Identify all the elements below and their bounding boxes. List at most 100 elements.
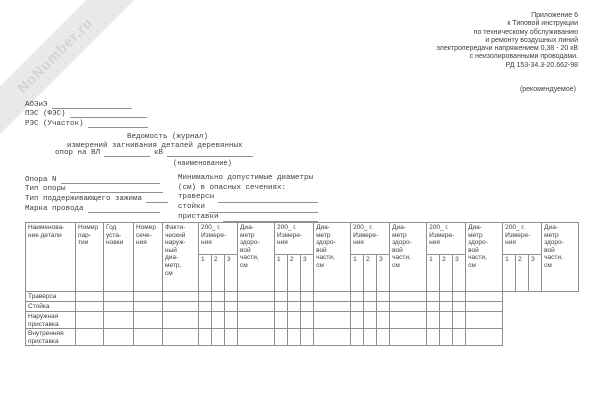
empty-data-cell <box>376 291 391 302</box>
measurement-subcol-5-1: 1 <box>502 254 517 292</box>
empty-data-cell <box>198 328 212 347</box>
org-field-row: ПЭС (ФЭС) <box>25 109 148 119</box>
doc-title-line2: измерений загнивания деталей деревянных <box>67 142 243 150</box>
empty-data-cell <box>211 328 225 347</box>
recommended-note: (рекомендуемое) <box>519 86 576 93</box>
empty-data-cell <box>313 291 352 302</box>
empty-data-cell <box>439 301 454 312</box>
healthy-diameter-header-1: Диа- метр здоро- вой части, см <box>237 222 276 292</box>
empty-data-cell <box>237 310 276 330</box>
empty-data-cell <box>75 301 104 312</box>
empty-data-cell <box>465 310 504 330</box>
empty-data-cell <box>452 328 467 347</box>
min-diameter-row: траверсы <box>178 193 318 204</box>
empty-data-cell <box>211 291 225 302</box>
empty-data-cell <box>274 291 289 302</box>
detail-name-cell: Наружная приставка <box>25 310 76 330</box>
empty-data-cell <box>75 310 104 330</box>
empty-data-cell <box>376 328 391 347</box>
healthy-diameter-header-2: Диа- метр здоро- вой части, см <box>313 222 352 292</box>
empty-data-cell <box>363 328 378 347</box>
measurement-subcol-4-3: 3 <box>452 254 467 292</box>
pole-field-row: Тип опоры <box>25 184 163 194</box>
empty-data-cell <box>162 291 199 302</box>
min-diameter-row: приставки <box>178 213 318 223</box>
measurement-subcol-3-3: 3 <box>376 254 391 292</box>
min-diameter-label: траверсы <box>178 193 215 202</box>
empty-data-cell <box>439 328 454 347</box>
empty-data-cell <box>274 310 289 330</box>
empty-data-cell <box>75 291 104 302</box>
empty-data-cell <box>426 310 441 330</box>
year-group-header-5: 200_ г. Измере- ния <box>502 222 543 255</box>
measurement-subcol-1-3: 3 <box>223 254 239 292</box>
year-group-header-4: 200_ г. Измере- ния <box>426 222 467 255</box>
empty-data-cell <box>211 310 225 330</box>
empty-data-cell <box>133 291 163 302</box>
org-field-fill-line <box>87 120 148 129</box>
empty-data-cell <box>465 291 504 302</box>
empty-data-cell <box>198 291 212 302</box>
empty-data-cell <box>313 310 352 330</box>
pole-field-fill-line <box>87 205 160 213</box>
measurement-subcol-2-3: 3 <box>300 254 315 292</box>
empty-data-cell <box>363 291 378 302</box>
healthy-diameter-header-5: Диа- метр здоро- вой части, см <box>541 222 580 292</box>
min-diameter-label: стойки <box>178 203 206 212</box>
measurement-subcol-1-2: 2 <box>211 254 225 292</box>
measurement-subcol-3-2: 2 <box>363 254 378 292</box>
empty-data-cell <box>389 328 428 347</box>
min-diameter-fill-line <box>218 195 318 204</box>
empty-data-cell <box>389 291 428 302</box>
empty-data-cell <box>237 301 276 312</box>
pole-field-row: Марка провода <box>25 203 160 213</box>
empty-data-cell <box>103 310 134 330</box>
empty-data-cell <box>389 301 428 312</box>
empty-data-cell <box>350 291 365 302</box>
table-head: Наименова- ние детали Номер пар- тии Год у… <box>25 222 580 292</box>
appendix-line-3: по техническому обслуживанию <box>473 28 578 36</box>
empty-data-cell <box>300 310 315 330</box>
min-diameter-row: стойки <box>178 203 318 213</box>
empty-data-cell <box>363 301 378 312</box>
empty-data-cell <box>300 291 315 302</box>
empty-data-cell <box>452 301 467 312</box>
empty-data-cell <box>426 328 441 347</box>
title-line3-prefix: опор на ВЛ <box>55 149 101 157</box>
empty-data-cell <box>426 301 441 312</box>
pole-field-fill-line <box>69 185 163 194</box>
empty-data-cell <box>350 328 365 347</box>
pole-field-fill-line <box>146 195 168 204</box>
empty-data-cell <box>287 310 302 330</box>
empty-data-cell <box>465 301 504 312</box>
watermark-text: NoNumber.ru <box>14 14 96 96</box>
pole-field-label: Марка провода <box>25 204 84 213</box>
voltage-fill-line <box>104 149 151 157</box>
min-diameters-block: Минимально допустимые диаметры (см) в оп… <box>178 174 318 223</box>
empty-data-cell <box>274 301 289 312</box>
empty-data-cell <box>162 328 199 347</box>
pole-field-label: Опора N <box>25 175 57 184</box>
empty-data-cell <box>465 328 504 347</box>
empty-data-cell <box>389 310 428 330</box>
table-row: Стойка <box>25 301 579 312</box>
empty-data-cell <box>198 301 212 312</box>
empty-data-cell <box>287 301 302 312</box>
org-field-fill-line <box>69 110 147 119</box>
empty-data-cell <box>313 301 352 312</box>
year-group-header-2: 200_ г. Измере- ния <box>274 222 315 255</box>
min-diameters-items: траверсы стойки приставки <box>178 193 318 223</box>
measurements-table: Наименова- ние детали Номер пар- тии Год у… <box>25 222 580 347</box>
empty-data-cell <box>300 301 315 312</box>
year-group-header-3: 200_ г. Измере- ния <box>350 222 391 255</box>
pole-field-row: Опора N <box>25 174 160 184</box>
empty-data-cell <box>350 301 365 312</box>
measurement-subcol-5-2: 2 <box>515 254 530 292</box>
org-field-label: АОЭиЭ <box>25 100 48 109</box>
title-caption: (наименование) <box>173 160 232 168</box>
year-group-header-1: 200_ г. Измере- ния <box>197 222 239 255</box>
doc-title-line1: Ведомость (журнал) <box>127 133 209 141</box>
empty-data-cell <box>223 301 239 312</box>
pole-field-label: Тип опоры <box>25 185 66 194</box>
